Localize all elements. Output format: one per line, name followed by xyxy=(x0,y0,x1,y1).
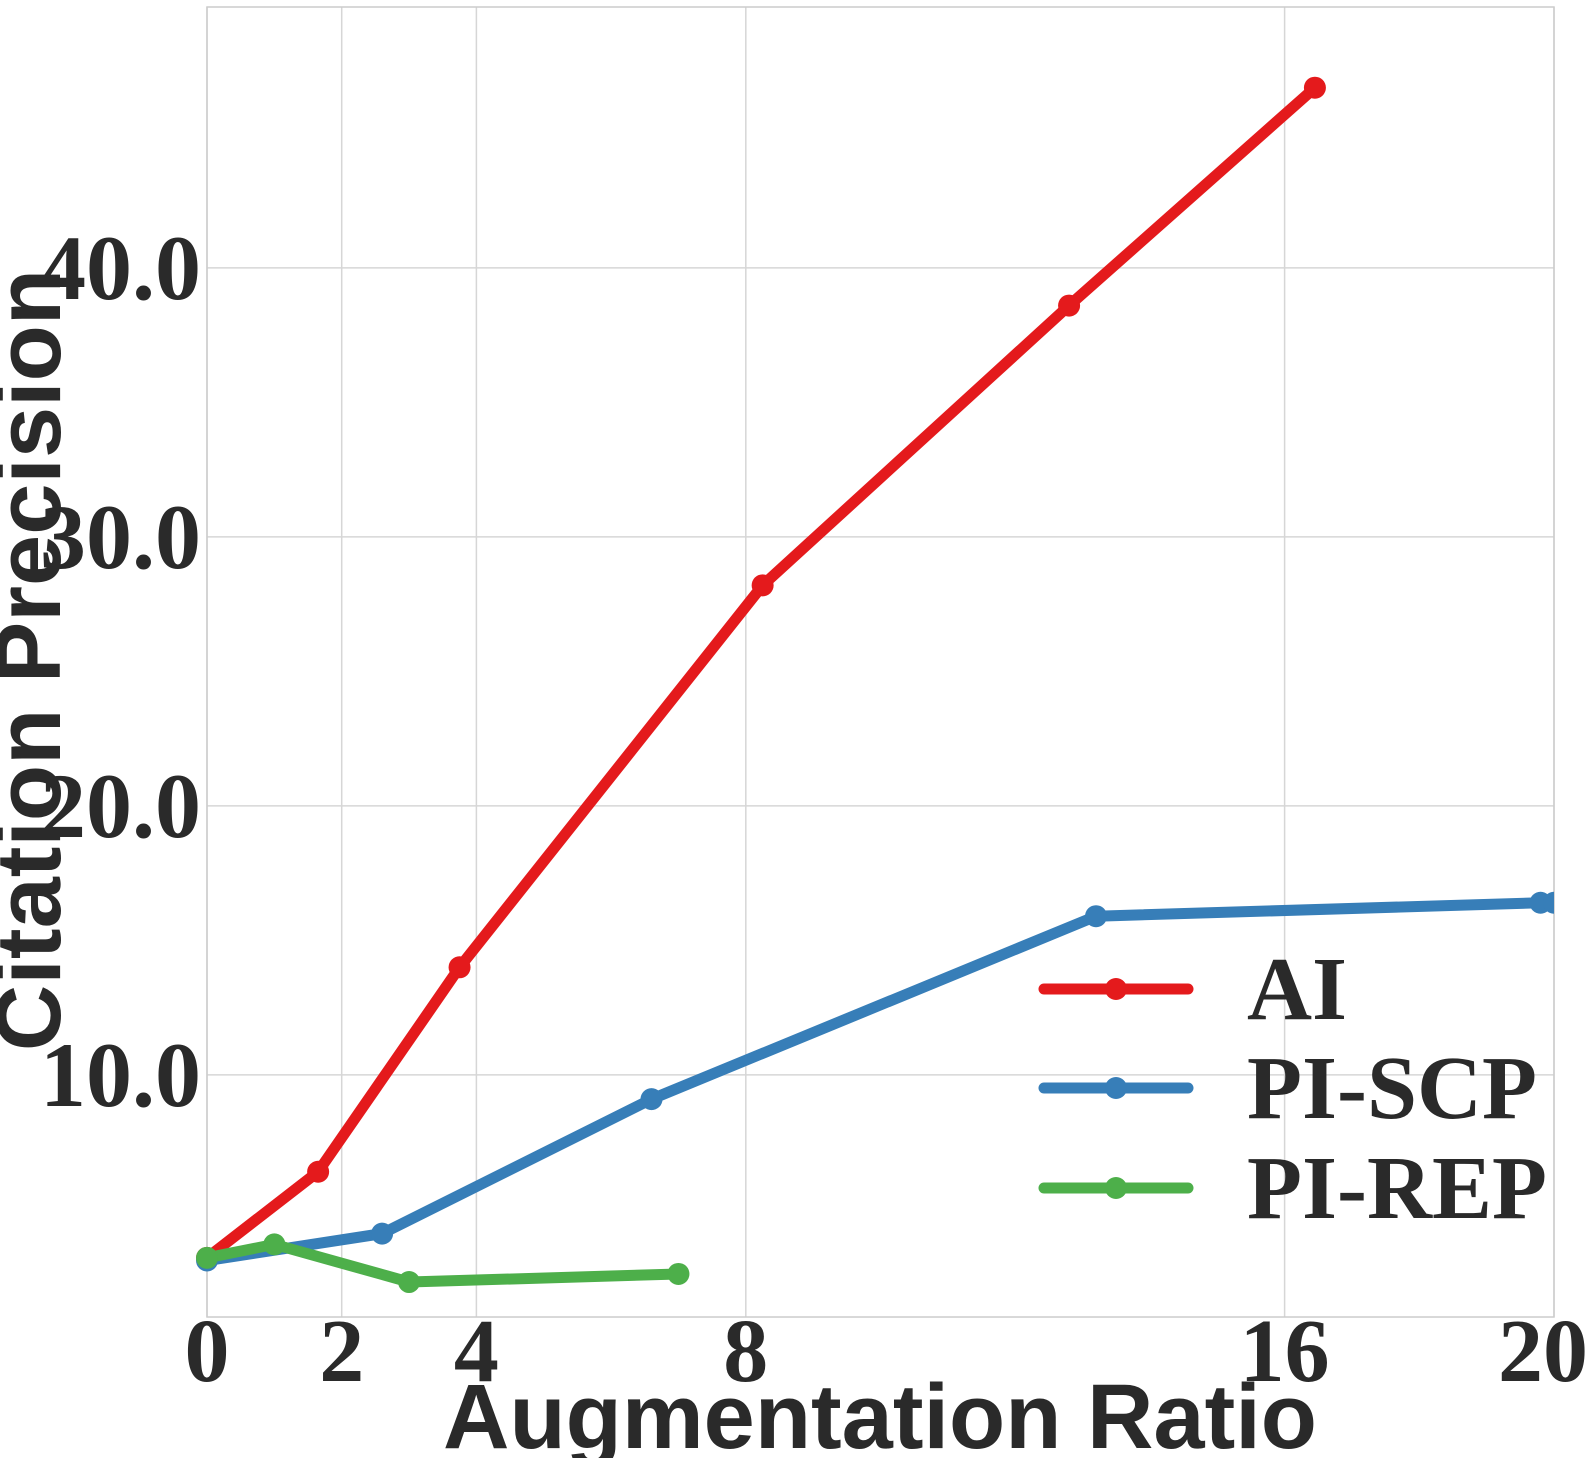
data-point xyxy=(263,1233,286,1256)
legend-label: AI xyxy=(1247,940,1347,1039)
data-point xyxy=(448,956,471,979)
y-tick-labels: 10.0 20.0 30.0 40.0 xyxy=(40,217,201,1126)
legend-marker xyxy=(1105,1077,1127,1099)
x-tick-label: 4 xyxy=(454,1302,499,1401)
x-tick-label: 2 xyxy=(319,1302,364,1401)
data-point xyxy=(196,1246,218,1269)
y-tick-label: 10.0 xyxy=(40,1024,201,1126)
legend-label: PI-SCP xyxy=(1247,1039,1537,1138)
data-point xyxy=(1085,905,1108,928)
legend-entry: PI-REP xyxy=(1038,1139,1547,1238)
data-point xyxy=(667,1262,690,1285)
x-tick-label: 0 xyxy=(185,1302,230,1401)
series-pi-scp xyxy=(196,891,1554,1272)
legend-entry: PI-SCP xyxy=(1038,1039,1537,1138)
data-point xyxy=(1543,891,1554,914)
series-line xyxy=(201,1238,684,1288)
x-tick-labels: 0 2 4 8 16 20 xyxy=(185,1302,1589,1401)
plot-area xyxy=(207,7,1554,1317)
x-tick-label: 20 xyxy=(1498,1302,1588,1401)
data-point xyxy=(307,1160,330,1183)
series-layer xyxy=(196,76,1554,1294)
data-point xyxy=(1058,294,1081,317)
data-point xyxy=(1303,76,1326,99)
y-tick-label: 40.0 xyxy=(40,217,201,319)
y-axis-label: Citation Precision xyxy=(0,269,80,1051)
x-tick-label: 8 xyxy=(723,1302,768,1401)
y-tick-label: 30.0 xyxy=(40,486,201,588)
legend-label: PI-REP xyxy=(1247,1139,1547,1238)
plot-frame xyxy=(206,6,1555,1318)
legend-marker xyxy=(1105,978,1127,1000)
x-axis-label: Augmentation Ratio xyxy=(443,1366,1317,1458)
series-line xyxy=(201,82,1321,1264)
series-pi-rep xyxy=(196,1233,690,1294)
data-point xyxy=(398,1271,421,1294)
legend-marker xyxy=(1105,1177,1127,1199)
data-point xyxy=(371,1222,394,1245)
data-point xyxy=(751,574,774,597)
legend-entry: AI xyxy=(1038,940,1347,1039)
y-tick-label: 20.0 xyxy=(40,755,201,857)
x-tick-label: 16 xyxy=(1240,1302,1330,1401)
data-point xyxy=(640,1088,663,1111)
